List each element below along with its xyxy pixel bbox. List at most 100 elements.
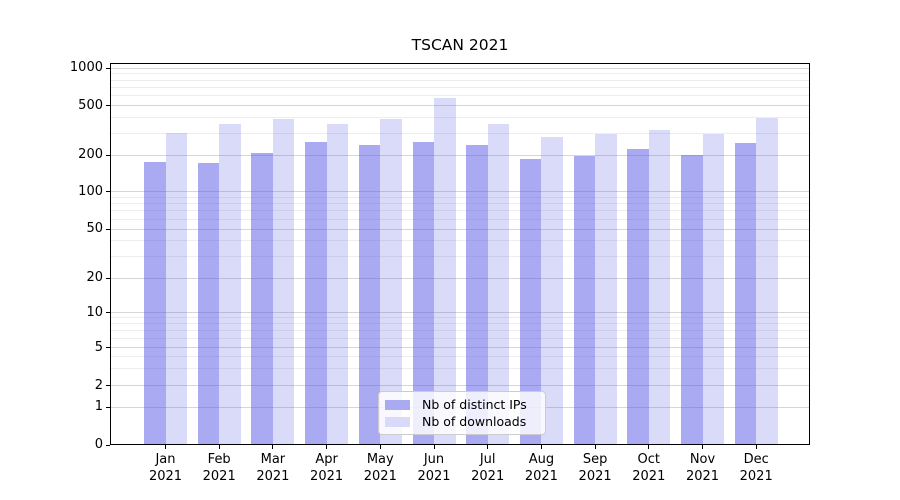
x-tick-mark — [165, 445, 166, 449]
y-tick-label: 2 — [94, 377, 103, 393]
y-tick-mark — [106, 105, 110, 106]
major-gridline — [111, 228, 809, 230]
y-tick-label: 500 — [78, 97, 103, 113]
y-tick-label: 5 — [94, 339, 103, 355]
x-tick-label: Nov 2021 — [685, 452, 720, 484]
major-gridline — [111, 154, 809, 156]
x-tick-mark — [648, 445, 650, 449]
minor-gridline — [111, 95, 809, 97]
x-tick-mark — [594, 445, 596, 449]
legend-label-distinct-ips: Nb of distinct IPs — [422, 397, 527, 412]
bar-jan-distinct-ips — [144, 161, 166, 444]
x-tick-mark — [487, 445, 489, 449]
bar-aug-downloads — [541, 137, 563, 444]
bar-sep-downloads — [595, 133, 617, 444]
minor-gridline — [111, 86, 809, 88]
y-tick-mark — [106, 154, 110, 156]
bar-jan-downloads — [165, 132, 187, 444]
major-gridline — [111, 385, 809, 387]
bar-jul-downloads — [487, 124, 510, 444]
bar-dec-downloads — [756, 117, 778, 444]
y-tick-label: 20 — [86, 270, 103, 285]
y-tick-label: 10 — [86, 304, 103, 320]
bar-may-downloads — [380, 118, 402, 444]
bar-feb-downloads — [219, 124, 241, 444]
y-tick-mark — [106, 347, 110, 348]
y-tick-mark — [106, 385, 110, 387]
major-gridline — [111, 67, 809, 69]
bar-mar-distinct-ips — [251, 152, 273, 444]
bar-nov-distinct-ips — [681, 154, 703, 444]
major-gridline — [111, 347, 809, 348]
legend-swatch-downloads — [385, 416, 410, 427]
x-tick-label: Aug 2021 — [524, 452, 558, 484]
bar-feb-distinct-ips — [197, 162, 220, 444]
x-tick-label: Sep 2021 — [578, 452, 612, 484]
y-tick-mark — [106, 444, 110, 446]
minor-gridline — [111, 323, 809, 325]
x-tick-mark — [218, 445, 220, 449]
major-gridline — [111, 105, 809, 106]
x-tick-mark — [272, 445, 274, 449]
x-tick-mark — [433, 445, 435, 449]
x-tick-label: Apr 2021 — [310, 452, 344, 484]
y-tick-label: 0 — [94, 437, 103, 452]
y-tick-mark — [106, 67, 110, 69]
x-tick-mark — [540, 445, 542, 449]
y-tick-mark — [106, 406, 110, 408]
major-gridline — [111, 277, 809, 279]
minor-gridline — [111, 356, 809, 358]
minor-gridline — [111, 330, 809, 332]
x-tick-label: Feb 2021 — [202, 452, 236, 484]
y-tick-mark — [106, 277, 110, 279]
minor-gridline — [111, 196, 809, 198]
y-tick-label: 200 — [78, 147, 103, 162]
minor-gridline — [111, 240, 809, 242]
minor-gridline — [111, 79, 809, 81]
x-tick-label: Dec 2021 — [739, 452, 773, 484]
bar-dec-distinct-ips — [734, 143, 757, 444]
bar-sep-distinct-ips — [573, 155, 596, 444]
x-tick-label: May 2021 — [363, 452, 397, 484]
bar-jul-distinct-ips — [466, 145, 488, 444]
minor-gridline — [111, 368, 809, 370]
legend-item-downloads: Nb of downloads — [385, 413, 539, 430]
y-tick-label: 1000 — [69, 60, 103, 75]
minor-gridline — [111, 132, 809, 134]
legend: Nb of distinct IPs Nb of downloads — [378, 391, 546, 435]
bar-nov-downloads — [702, 133, 724, 444]
chart-title: TSCAN 2021 — [411, 36, 509, 54]
x-tick-mark — [379, 445, 381, 449]
x-tick-label: Oct 2021 — [632, 452, 666, 484]
x-tick-label: Jul 2021 — [471, 452, 505, 484]
bar-jun-distinct-ips — [412, 142, 434, 444]
y-tick-label: 50 — [86, 221, 103, 236]
y-tick-mark — [106, 312, 110, 314]
bar-may-distinct-ips — [358, 144, 381, 444]
y-tick-label: 100 — [78, 183, 103, 199]
minor-gridline — [111, 210, 809, 212]
legend-label-downloads: Nb of downloads — [422, 414, 527, 429]
y-tick-mark — [106, 228, 110, 230]
x-tick-mark — [326, 445, 328, 449]
legend-swatch-distinct-ips — [385, 399, 410, 410]
x-tick-mark — [755, 445, 757, 449]
minor-gridline — [111, 117, 809, 119]
bar-apr-distinct-ips — [305, 141, 327, 444]
bar-jun-downloads — [434, 98, 456, 444]
x-tick-label: Jun 2021 — [417, 452, 451, 484]
minor-gridline — [111, 337, 809, 339]
major-gridline — [111, 312, 809, 314]
x-tick-label: Jan 2021 — [148, 452, 183, 484]
bar-aug-distinct-ips — [519, 159, 542, 444]
bar-apr-downloads — [326, 123, 349, 444]
bar-oct-downloads — [648, 129, 671, 444]
legend-item-distinct-ips: Nb of distinct IPs — [385, 396, 539, 413]
minor-gridline — [111, 317, 809, 319]
minor-gridline — [111, 218, 809, 220]
x-tick-label: Mar 2021 — [256, 452, 290, 484]
bar-oct-distinct-ips — [627, 149, 649, 444]
y-tick-mark — [106, 191, 110, 192]
y-tick-label: 1 — [94, 399, 103, 415]
